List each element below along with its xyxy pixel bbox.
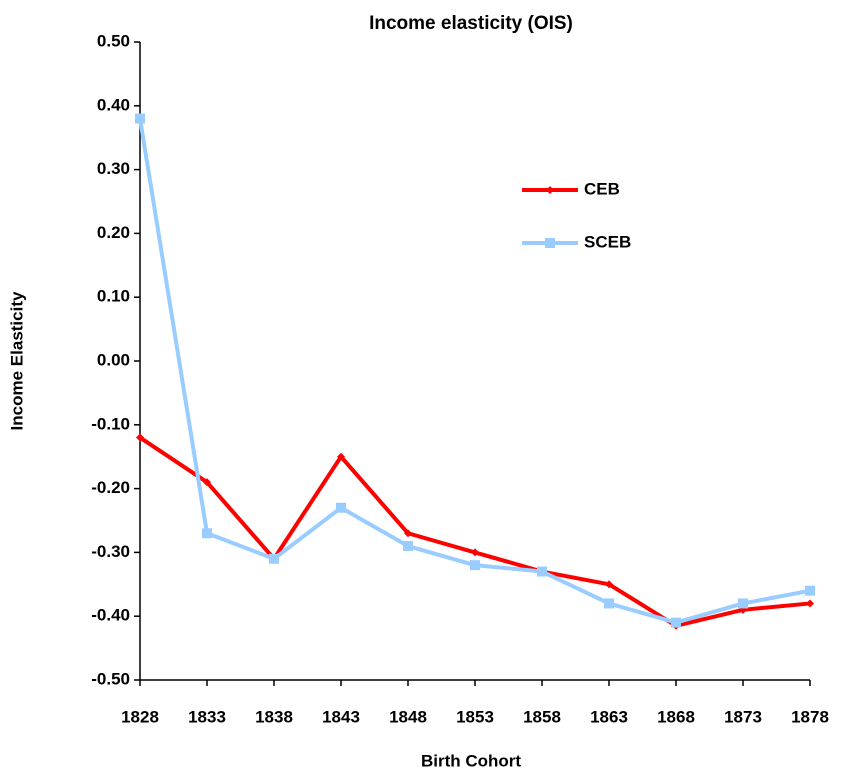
y-tick-label: 0.40 bbox=[97, 95, 130, 114]
x-tick-label: 1848 bbox=[389, 707, 427, 726]
x-tick-label: 1863 bbox=[590, 707, 628, 726]
x-tick-label: 1838 bbox=[255, 707, 293, 726]
marker bbox=[403, 541, 413, 552]
legend-marker bbox=[546, 186, 554, 194]
x-tick-label: 1878 bbox=[791, 707, 829, 726]
y-axis-label: Income Elasticity bbox=[7, 291, 26, 430]
y-tick-label: -0.30 bbox=[91, 542, 130, 561]
x-tick-label: 1868 bbox=[657, 707, 695, 726]
y-tick-label: -0.50 bbox=[91, 669, 130, 688]
x-tick-label: 1858 bbox=[523, 707, 561, 726]
y-tick-label: 0.10 bbox=[97, 287, 130, 306]
series-line bbox=[138, 435, 811, 628]
x-axis-label: Birth Cohort bbox=[421, 751, 521, 770]
y-tick-label: 0.00 bbox=[97, 350, 130, 369]
legend-label: SCEB bbox=[584, 232, 631, 251]
marker bbox=[806, 599, 814, 608]
marker bbox=[404, 529, 412, 538]
marker bbox=[471, 548, 479, 557]
x-tick-label: 1828 bbox=[121, 707, 159, 726]
marker bbox=[337, 452, 345, 461]
marker bbox=[605, 580, 613, 589]
marker bbox=[738, 598, 748, 609]
y-tick-label: -0.20 bbox=[91, 478, 130, 497]
x-tick-label: 1843 bbox=[322, 707, 360, 726]
x-tick-label: 1873 bbox=[724, 707, 762, 726]
marker bbox=[269, 553, 279, 564]
y-tick-label: -0.10 bbox=[91, 414, 130, 433]
legend-marker bbox=[545, 238, 555, 248]
y-tick-label: -0.40 bbox=[91, 606, 130, 625]
marker bbox=[136, 433, 144, 442]
marker bbox=[203, 478, 211, 487]
y-tick-label: 0.20 bbox=[97, 223, 130, 242]
legend-label: CEB bbox=[584, 179, 620, 198]
y-tick-label: 0.30 bbox=[97, 159, 130, 178]
marker bbox=[805, 585, 815, 596]
x-tick-label: 1853 bbox=[456, 707, 494, 726]
marker bbox=[470, 560, 480, 571]
marker bbox=[671, 617, 681, 628]
marker bbox=[604, 598, 614, 609]
marker bbox=[202, 528, 212, 539]
y-tick-label: 0.50 bbox=[97, 31, 130, 50]
marker bbox=[336, 502, 346, 513]
marker bbox=[537, 566, 547, 577]
marker bbox=[135, 113, 145, 124]
series-line bbox=[138, 118, 811, 625]
chart-title: Income elasticity (OIS) bbox=[369, 13, 573, 34]
x-tick-label: 1833 bbox=[188, 707, 226, 726]
